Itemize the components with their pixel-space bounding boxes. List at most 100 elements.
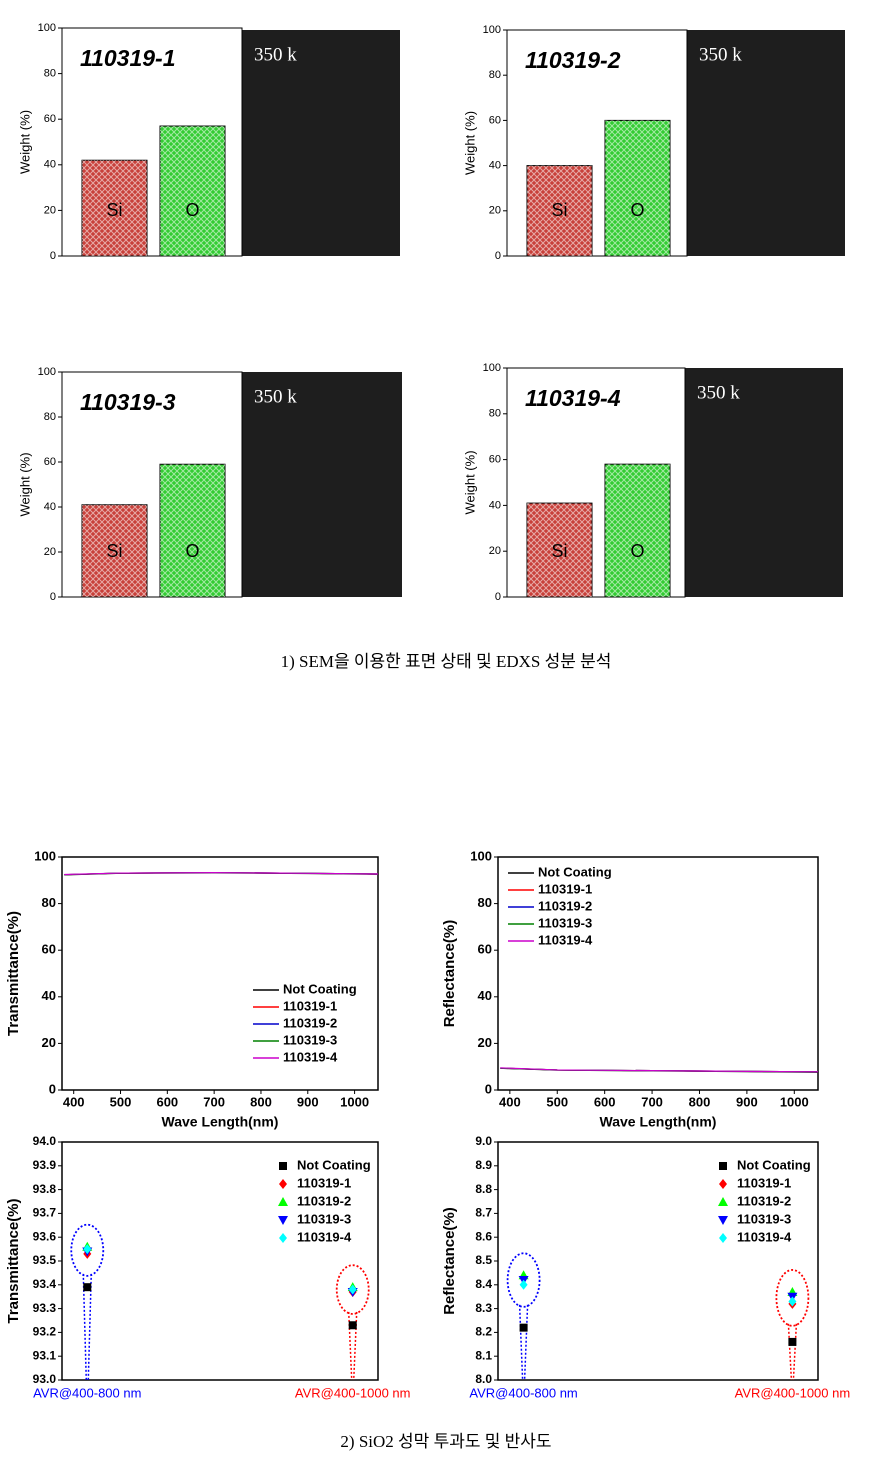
y-tick-label: 60 <box>489 454 501 466</box>
y-tick-label: 8.1 <box>475 1348 492 1362</box>
line <box>500 1067 819 1073</box>
legend-label: 110319-2 <box>283 1015 337 1030</box>
chart-title: 110319-1 <box>80 45 176 71</box>
x-axis-label: Wave Length(nm) <box>600 1114 717 1130</box>
y-tick-label: 100 <box>483 362 501 374</box>
legend-label: 110319-4 <box>538 932 593 947</box>
y-tick-label: 80 <box>42 895 56 910</box>
y-tick-label: 80 <box>44 411 56 423</box>
y-tick-label: 93.0 <box>33 1372 57 1386</box>
legend-marker <box>718 1197 728 1206</box>
plot-frame <box>61 27 243 257</box>
x-tick-label: 1000 <box>340 1094 369 1109</box>
y-tick-label: 93.3 <box>33 1301 57 1315</box>
y-tick-label: 100 <box>470 848 492 863</box>
line <box>64 872 379 876</box>
legend-label: 110319-2 <box>538 898 592 913</box>
y-tick-label: 40 <box>489 499 501 511</box>
bar-texture <box>605 120 670 257</box>
plot-frame <box>506 367 686 598</box>
highlight-ellipse <box>335 1264 370 1315</box>
bar-texture <box>160 126 225 256</box>
highlight-tail <box>787 1323 798 1381</box>
legend-label: Not Coating <box>538 864 612 879</box>
plot-frame <box>61 371 243 598</box>
x-tick-label: 800 <box>689 1094 711 1109</box>
legend-marker <box>278 1216 288 1225</box>
x-category-label: AVR@400-1000 nm <box>295 1385 411 1400</box>
legend-marker <box>719 1179 727 1189</box>
legend-label: 110319-4 <box>737 1229 792 1244</box>
y-tick-label: 20 <box>478 1035 492 1050</box>
y-axis-label: Reflectance(%) <box>441 920 458 1028</box>
bar-texture <box>160 464 225 597</box>
y-tick-label: 0 <box>495 591 501 603</box>
plot-frame <box>61 856 379 1091</box>
marker <box>519 1279 528 1290</box>
x-tick-label: 700 <box>641 1094 663 1109</box>
legend-label: Not Coating <box>297 1157 371 1172</box>
legend-marker <box>719 1162 727 1170</box>
chart-title: 110319-4 <box>525 385 621 411</box>
y-tick-label: 20 <box>42 1035 56 1050</box>
y-tick-label: 20 <box>44 204 56 216</box>
image-label: 350 k <box>699 44 742 65</box>
highlight-ellipse <box>775 1269 810 1327</box>
legend-label: 110319-1 <box>297 1175 351 1190</box>
sem-image <box>242 30 400 256</box>
y-tick-label: 60 <box>42 942 56 957</box>
y-tick-label: 0 <box>49 1081 56 1096</box>
y-tick-label: 100 <box>483 24 501 36</box>
y-tick-label: 100 <box>38 22 56 34</box>
y-tick-label: 100 <box>34 848 56 863</box>
highlight-ellipse <box>506 1252 541 1308</box>
image-label: 350 k <box>254 44 297 65</box>
image-label: 350 k <box>254 386 297 407</box>
y-tick-label: 20 <box>489 545 501 557</box>
x-tick-label: 600 <box>594 1094 616 1109</box>
legend-label: 110319-2 <box>737 1193 791 1208</box>
y-tick-label: 8.3 <box>475 1301 492 1315</box>
y-tick-label: 0 <box>50 591 56 603</box>
bar-texture <box>605 464 670 597</box>
x-category-label: AVR@400-800 nm <box>469 1385 577 1400</box>
y-tick-label: 8.2 <box>475 1325 492 1339</box>
sem-image <box>242 372 402 597</box>
y-tick-label: 93.1 <box>33 1348 57 1362</box>
legend-label: 110319-4 <box>283 1049 338 1064</box>
x-tick-label: 1000 <box>780 1094 809 1109</box>
legend-marker <box>719 1233 727 1243</box>
legend-label: 110319-1 <box>737 1175 791 1190</box>
y-tick-label: 60 <box>44 456 56 468</box>
y-tick-label: 40 <box>478 988 492 1003</box>
chart-title: 110319-2 <box>525 47 621 73</box>
y-tick-label: 8.9 <box>475 1158 492 1172</box>
y-axis-label: Reflectance(%) <box>441 1207 458 1315</box>
y-tick-label: 40 <box>42 988 56 1003</box>
legend-label: Not Coating <box>737 1157 811 1172</box>
caption: 2) SiO2 성막 투과도 및 반사도 <box>340 1432 551 1451</box>
y-tick-label: 60 <box>489 114 501 126</box>
sem-image <box>687 30 845 256</box>
bar-texture <box>82 504 147 597</box>
legend-marker <box>279 1179 287 1189</box>
y-tick-label: 8.4 <box>475 1277 492 1291</box>
x-tick-label: 400 <box>63 1094 85 1109</box>
legend-marker <box>718 1216 728 1225</box>
sem-image <box>685 368 843 597</box>
legend-label: 110319-3 <box>538 915 592 930</box>
marker <box>348 1284 357 1295</box>
y-tick-label: 0 <box>495 250 501 262</box>
marker <box>348 1321 357 1330</box>
y-axis-label: Weight (%) <box>462 450 477 514</box>
y-tick-label: 8.0 <box>475 1372 492 1386</box>
y-tick-label: 93.8 <box>33 1182 57 1196</box>
legend-marker <box>279 1162 287 1170</box>
bar-category-label: Si <box>106 200 122 220</box>
legend-label: Not Coating <box>283 981 357 996</box>
y-tick-label: 8.7 <box>475 1206 492 1220</box>
x-axis-label: Wave Length(nm) <box>162 1114 279 1130</box>
bar-texture <box>527 503 592 597</box>
x-tick-label: 700 <box>203 1094 225 1109</box>
